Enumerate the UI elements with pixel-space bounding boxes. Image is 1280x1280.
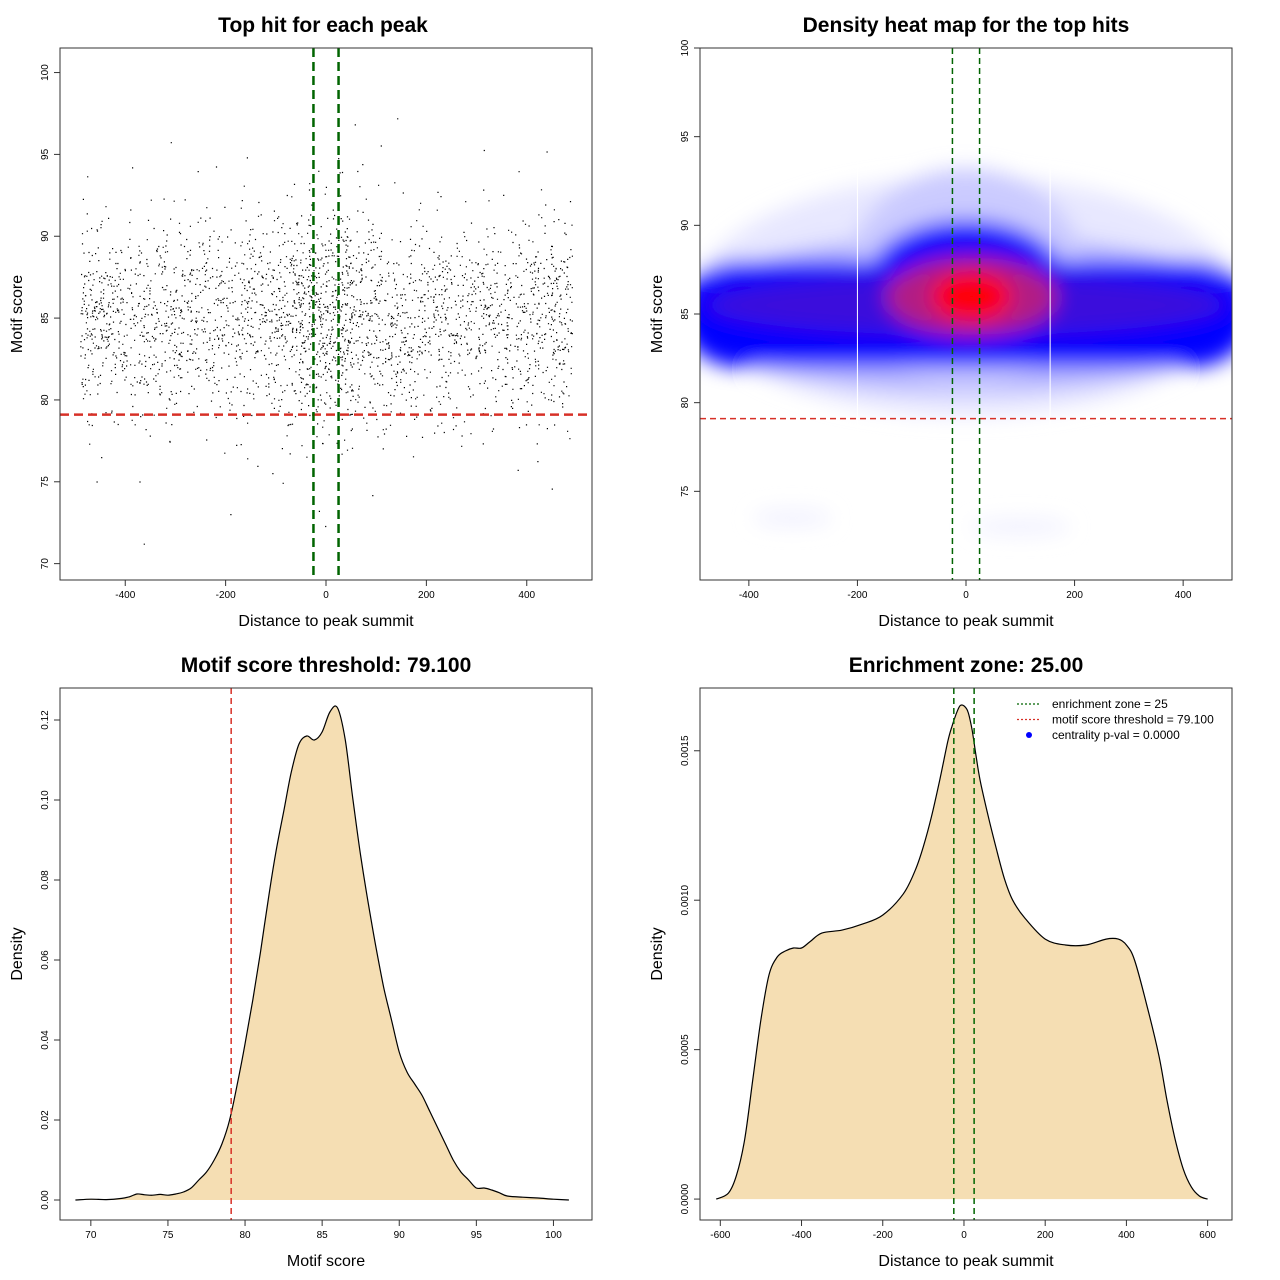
heatmap-y-tick-label: 95 — [680, 131, 691, 143]
legend-dot-icon — [1026, 732, 1032, 738]
heat-layers — [700, 168, 1232, 535]
score-density-y-tick-label: 0.00 — [40, 1190, 51, 1210]
score-density-y-tick-label: 0.02 — [40, 1110, 51, 1130]
heat-hotspot — [931, 272, 1012, 321]
score-density-area-fill — [75, 706, 569, 1200]
scatter-x-tick-label: 0 — [323, 590, 329, 601]
score-density-x-tick-label: 70 — [85, 1230, 97, 1241]
scatter-x-tick-label: -400 — [115, 590, 135, 601]
score-density-y-tick-label: 0.10 — [40, 790, 51, 810]
scatter-title: Top hit for each peak — [218, 14, 428, 37]
heat-speck — [970, 518, 1071, 535]
score-density-y-tick-label: 0.04 — [40, 1030, 51, 1050]
legend-entry-label: centrality p-val = 0.0000 — [1052, 728, 1180, 742]
score-density-x-tick-label: 85 — [317, 1230, 329, 1241]
distance-density-density-line — [715, 704, 1208, 1200]
distance-density-x-label: Distance to peak summit — [878, 1253, 1054, 1270]
heatmap-x-label: Distance to peak summit — [878, 613, 1054, 630]
score-density-x-tick-label: 100 — [545, 1230, 562, 1241]
score-density-y-tick-label: 0.12 — [40, 710, 51, 730]
score-density-x-tick-label: 90 — [394, 1230, 406, 1241]
scatter-y-label: Motif score — [9, 275, 26, 353]
heatmap-y-tick-label: 100 — [680, 39, 691, 56]
scatter-y-tick-label: 75 — [40, 476, 51, 488]
heatmap-x-tick-label: -400 — [739, 590, 759, 601]
score-density-y-tick-label: 0.06 — [40, 950, 51, 970]
score-density-density-line — [75, 705, 569, 1201]
legend: enrichment zone = 25 motif score threshol… — [1017, 697, 1214, 742]
heatmap-x-tick-label: 200 — [1066, 590, 1083, 601]
heatmap-x-axis: -400 -200 0 200 400 — [739, 579, 1192, 601]
legend-entry-label: enrichment zone = 25 — [1052, 697, 1168, 711]
panel-scatter: Top hit for each peak -400 -200 0 200 400 70… — [9, 14, 593, 630]
distance-density-y-label: Density — [649, 927, 666, 980]
score-density-y-label: Density — [9, 927, 26, 980]
score-density-curve — [75, 705, 569, 1201]
distance-density-x-tick-label: 600 — [1199, 1230, 1216, 1241]
scatter-x-tick-label: -200 — [216, 590, 236, 601]
distance-density-x-tick-label: -400 — [792, 1230, 812, 1241]
scatter-lines — [60, 48, 592, 580]
scatter-y-tick-label: 90 — [40, 230, 51, 242]
distance-density-y-tick-label: 0.0010 — [680, 884, 691, 915]
distance-density-y-tick-label: 0.0015 — [680, 735, 691, 766]
distance-density-x-tick-label: -200 — [873, 1230, 893, 1241]
distance-density-x-tick-label: 0 — [961, 1230, 967, 1241]
score-density-x-axis: 70 75 80 85 90 95 100 — [85, 1219, 562, 1241]
scatter-y-tick-label: 85 — [40, 312, 51, 324]
scatter-y-tick-label: 95 — [40, 148, 51, 160]
distance-density-x-tick-label: -600 — [710, 1230, 730, 1241]
distance-density-y-tick-label: 0.0000 — [680, 1183, 691, 1214]
panel-heatmap: Density heat map for the top hits -400 -2… — [649, 14, 1233, 630]
scatter-y-tick-label: 100 — [40, 64, 51, 81]
panel-score-density: Motif score threshold: 79.100 70 75 80 85 90… — [9, 654, 593, 1270]
distance-density-y-tick-label: 0.0005 — [680, 1034, 691, 1065]
distance-density-x-axis: -600 -400 -200 0 200 400 600 — [710, 1219, 1216, 1241]
distance-density-area-fill — [716, 704, 1208, 1200]
scatter-y-tick-label: 70 — [40, 558, 51, 570]
heatmap-lines — [700, 48, 1232, 580]
score-density-y-tick-label: 0.08 — [40, 870, 51, 890]
heatmap-y-tick-label: 80 — [680, 397, 691, 409]
heatmap-title: Density heat map for the top hits — [803, 14, 1130, 37]
distance-density-y-axis: 0.0000 0.0005 0.0010 0.0015 — [680, 735, 701, 1214]
score-density-x-tick-label: 80 — [239, 1230, 251, 1241]
distance-density-x-tick-label: 400 — [1118, 1230, 1135, 1241]
score-density-x-tick-label: 75 — [162, 1230, 174, 1241]
heat-speck — [752, 509, 833, 526]
legend-entry-label: motif score threshold = 79.100 — [1052, 713, 1214, 727]
scatter-points — [80, 118, 573, 545]
heatmap-y-tick-label: 90 — [680, 219, 691, 231]
score-density-x-label: Motif score — [287, 1253, 365, 1270]
heatmap-y-tick-label: 85 — [680, 308, 691, 320]
distance-density-curve — [715, 704, 1208, 1200]
heatmap-y-axis: 75 80 85 90 95 100 — [680, 39, 701, 497]
score-density-x-tick-label: 95 — [471, 1230, 483, 1241]
heatmap-density — [700, 154, 1232, 535]
panel-distance-density: Enrichment zone: 25.00 -600 -400 -200 0 200 4… — [649, 654, 1233, 1270]
distance-density-x-tick-label: 200 — [1037, 1230, 1054, 1241]
distance-density-lines — [953, 688, 975, 1220]
scatter-x-tick-label: 400 — [518, 590, 535, 601]
distance-density-title: Enrichment zone: 25.00 — [849, 654, 1084, 677]
heatmap-x-tick-label: -200 — [847, 590, 867, 601]
scatter-y-tick-label: 80 — [40, 394, 51, 406]
scatter-plot-frame — [59, 47, 593, 581]
heatmap-y-label: Motif score — [649, 275, 666, 353]
score-density-title: Motif score threshold: 79.100 — [181, 654, 472, 677]
heatmap-x-tick-label: 0 — [963, 590, 969, 601]
scatter-x-label: Distance to peak summit — [238, 613, 414, 630]
score-density-y-axis: 0.00 0.02 0.04 0.06 0.08 0.10 0.12 — [40, 710, 61, 1210]
heatmap-y-tick-label: 75 — [680, 485, 691, 497]
heatmap-x-tick-label: 400 — [1175, 590, 1192, 601]
scatter-y-axis: 70 75 80 85 90 95 100 — [40, 64, 61, 570]
scatter-x-tick-label: 200 — [418, 590, 435, 601]
scatter-point-cloud — [80, 118, 573, 545]
scatter-x-axis: -400 -200 0 200 400 — [115, 579, 536, 601]
